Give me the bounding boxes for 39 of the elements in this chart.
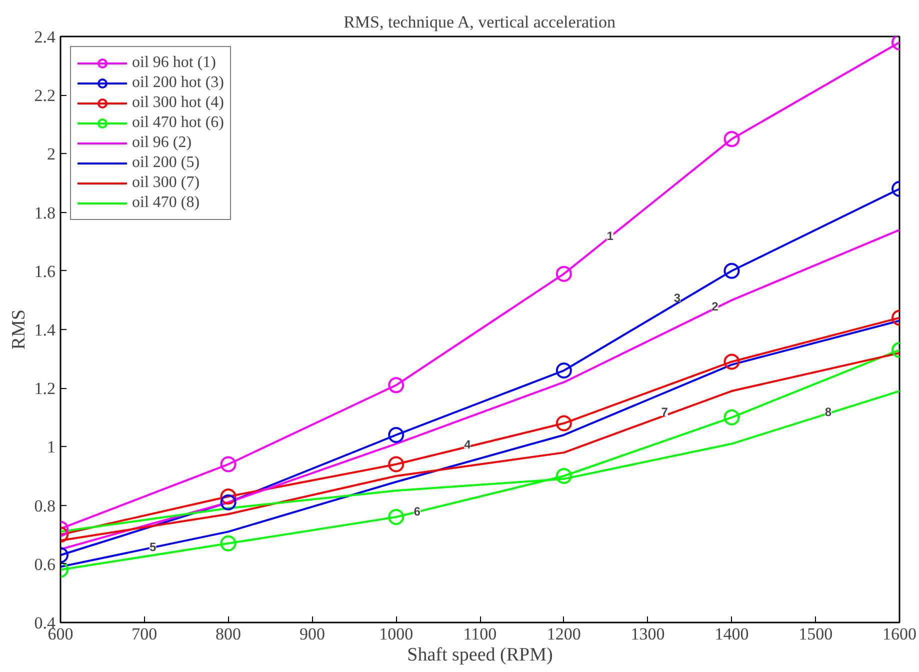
- x-tick-label: 1400: [714, 624, 749, 644]
- legend-label: oil 300 hot (4): [132, 94, 224, 112]
- legend-label: oil 470 hot (6): [132, 114, 224, 132]
- legend-label: oil 96 (2): [132, 134, 192, 152]
- legend-label: oil 470 (8): [132, 194, 200, 212]
- x-tick-label: 700: [132, 624, 158, 644]
- x-tick-label: 1100: [463, 624, 497, 644]
- annotation: 3: [674, 290, 681, 305]
- x-tick-label: 1500: [798, 624, 833, 644]
- y-tick-label: 2.2: [34, 86, 56, 106]
- annotation: 2: [712, 300, 719, 314]
- y-tick-label: 2: [47, 144, 56, 164]
- legend-label: oil 200 hot (3): [132, 74, 224, 92]
- x-tick-label: 1300: [630, 624, 665, 644]
- x-axis-title: Shaft speed (RPM): [407, 644, 553, 666]
- y-tick-label: 1: [47, 438, 56, 457]
- y-tick-label: 1.2: [34, 379, 56, 398]
- annotation: 6: [414, 504, 421, 519]
- annotation: 7: [661, 405, 668, 420]
- annotation: 4: [464, 437, 472, 452]
- chart-title: RMS, technique A, vertical acceleration: [344, 12, 616, 32]
- annotation: 8: [824, 405, 832, 420]
- x-tick-label: 800: [216, 624, 242, 644]
- annotation: 1: [606, 229, 614, 244]
- legend-label: oil 200 (5): [132, 154, 200, 172]
- x-tick-label: 1200: [546, 624, 581, 644]
- y-axis-title: RMS: [8, 309, 30, 350]
- x-tick-label: 900: [299, 624, 325, 644]
- y-tick-label: 1.4: [34, 320, 56, 340]
- y-tick-label: 2.4: [34, 28, 56, 46]
- x-tick-label: 1000: [379, 624, 414, 644]
- y-tick-label: 1.8: [34, 203, 56, 222]
- y-tick-label: 0.6: [34, 554, 56, 574]
- x-tick-label: 1600: [882, 624, 916, 644]
- y-tick-label: 0.8: [34, 496, 56, 516]
- legend-label: oil 96 hot (1): [132, 54, 216, 72]
- y-tick-label: 1.6: [34, 262, 56, 281]
- legend-label: oil 300 (7): [132, 174, 200, 192]
- annotation: 5: [149, 540, 156, 554]
